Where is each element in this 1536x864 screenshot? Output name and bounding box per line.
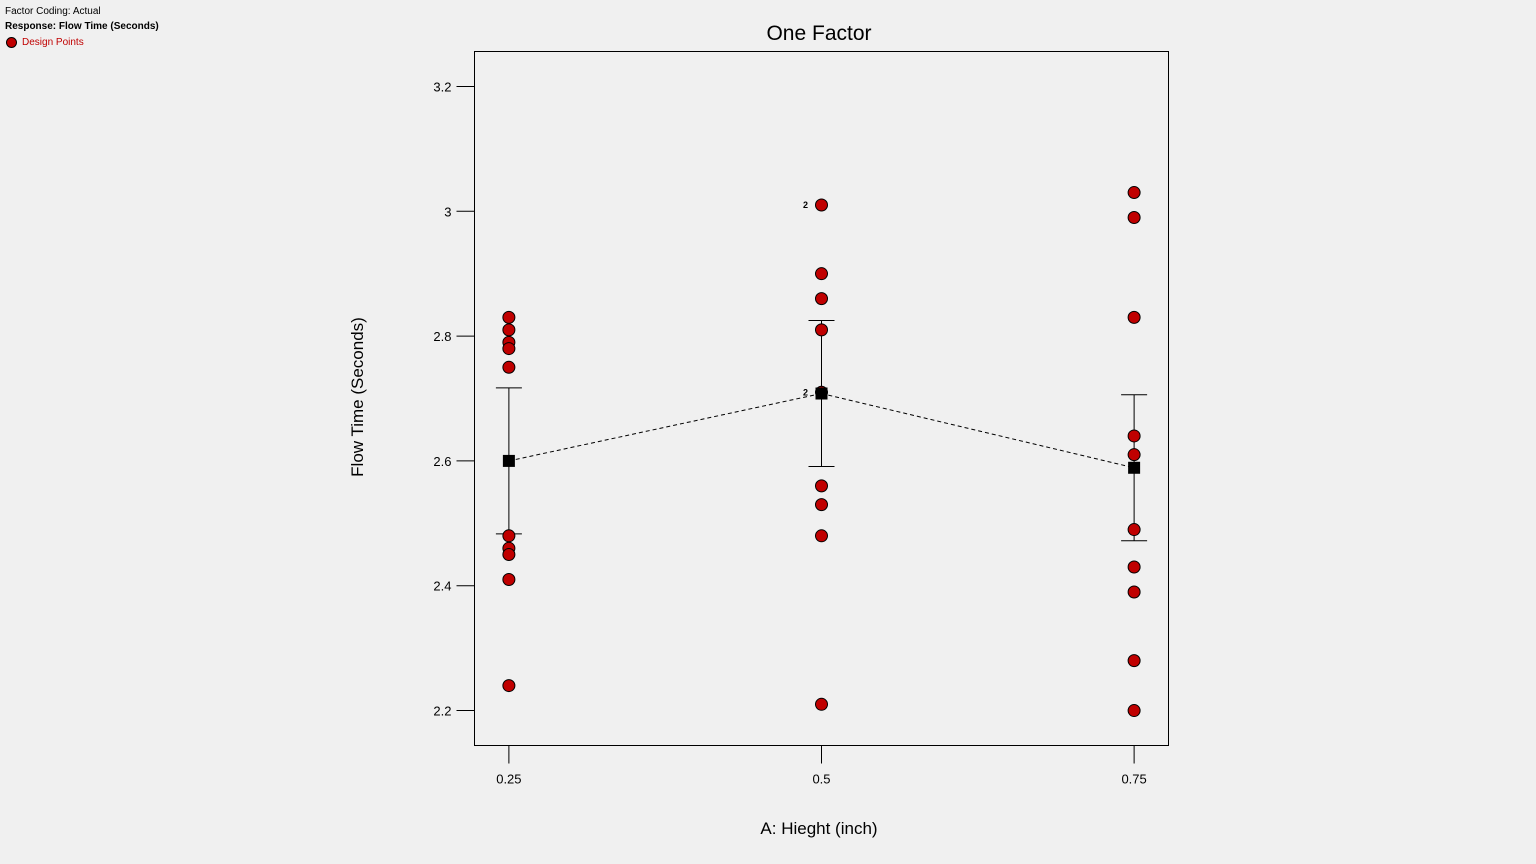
design-point xyxy=(815,267,828,281)
mean-markers xyxy=(502,387,1141,474)
design-point xyxy=(502,342,516,356)
x-axis: 0.25 0.5 0.75 xyxy=(496,745,1147,787)
y-tick-label: 2.2 xyxy=(433,704,451,719)
design-point xyxy=(1127,310,1141,324)
legend-label: Design Points xyxy=(22,37,84,48)
y-tick-label: 2.4 xyxy=(433,579,451,594)
mean-marker xyxy=(1128,461,1141,474)
replicate-label: 2 xyxy=(803,200,808,210)
y-tick-label: 3.2 xyxy=(433,79,451,94)
design-point xyxy=(502,323,516,337)
replicate-label: 2 xyxy=(803,387,808,397)
design-point xyxy=(502,572,516,586)
x-tick-label: 0.25 xyxy=(496,772,521,787)
mean-marker xyxy=(502,454,515,467)
design-point xyxy=(1127,585,1141,599)
design-point xyxy=(815,697,828,711)
mean-line xyxy=(508,393,1135,469)
replicate-labels: 22 xyxy=(803,200,808,397)
legend-block: Factor Coding: Actual Response: Flow Tim… xyxy=(5,4,159,50)
design-point xyxy=(1127,523,1141,537)
x-tick-label: 0.5 xyxy=(812,772,830,787)
mean-line-segment xyxy=(821,393,1135,469)
design-point xyxy=(1127,654,1141,668)
y-tick-label: 2.6 xyxy=(433,454,451,469)
design-point xyxy=(815,479,828,493)
y-axis-title: Flow Time (Seconds) xyxy=(348,317,367,477)
mean-line-segment xyxy=(508,393,822,462)
design-point xyxy=(815,198,828,212)
design-point xyxy=(815,292,828,306)
response-text: Response: Flow Time (Seconds) xyxy=(5,21,159,32)
factor-coding-text: Factor Coding: Actual xyxy=(5,6,101,17)
design-point xyxy=(815,498,828,512)
design-point xyxy=(815,323,828,337)
x-axis-title: A: Hieght (inch) xyxy=(760,819,877,838)
design-point xyxy=(502,310,516,324)
chart-title: One Factor xyxy=(766,22,871,45)
design-points xyxy=(502,186,1141,718)
design-point-icon xyxy=(6,37,17,48)
y-tick-label: 2.8 xyxy=(433,329,451,344)
design-point xyxy=(502,360,516,374)
design-point xyxy=(1127,211,1141,225)
y-tick-label: 3 xyxy=(444,204,451,219)
design-point xyxy=(1127,448,1141,462)
design-point xyxy=(502,529,516,543)
design-point xyxy=(1127,704,1141,718)
design-point xyxy=(502,548,516,562)
design-point xyxy=(815,529,828,543)
design-point xyxy=(1127,429,1141,443)
y-axis: 2.2 2.4 2.6 2.8 3 3.2 xyxy=(433,79,475,719)
mean-marker xyxy=(815,387,828,400)
x-tick-label: 0.75 xyxy=(1121,772,1146,787)
design-point xyxy=(1127,560,1141,574)
legend-item-design-points: Design Points xyxy=(5,35,159,50)
design-point xyxy=(502,679,516,693)
design-point xyxy=(1127,186,1141,200)
